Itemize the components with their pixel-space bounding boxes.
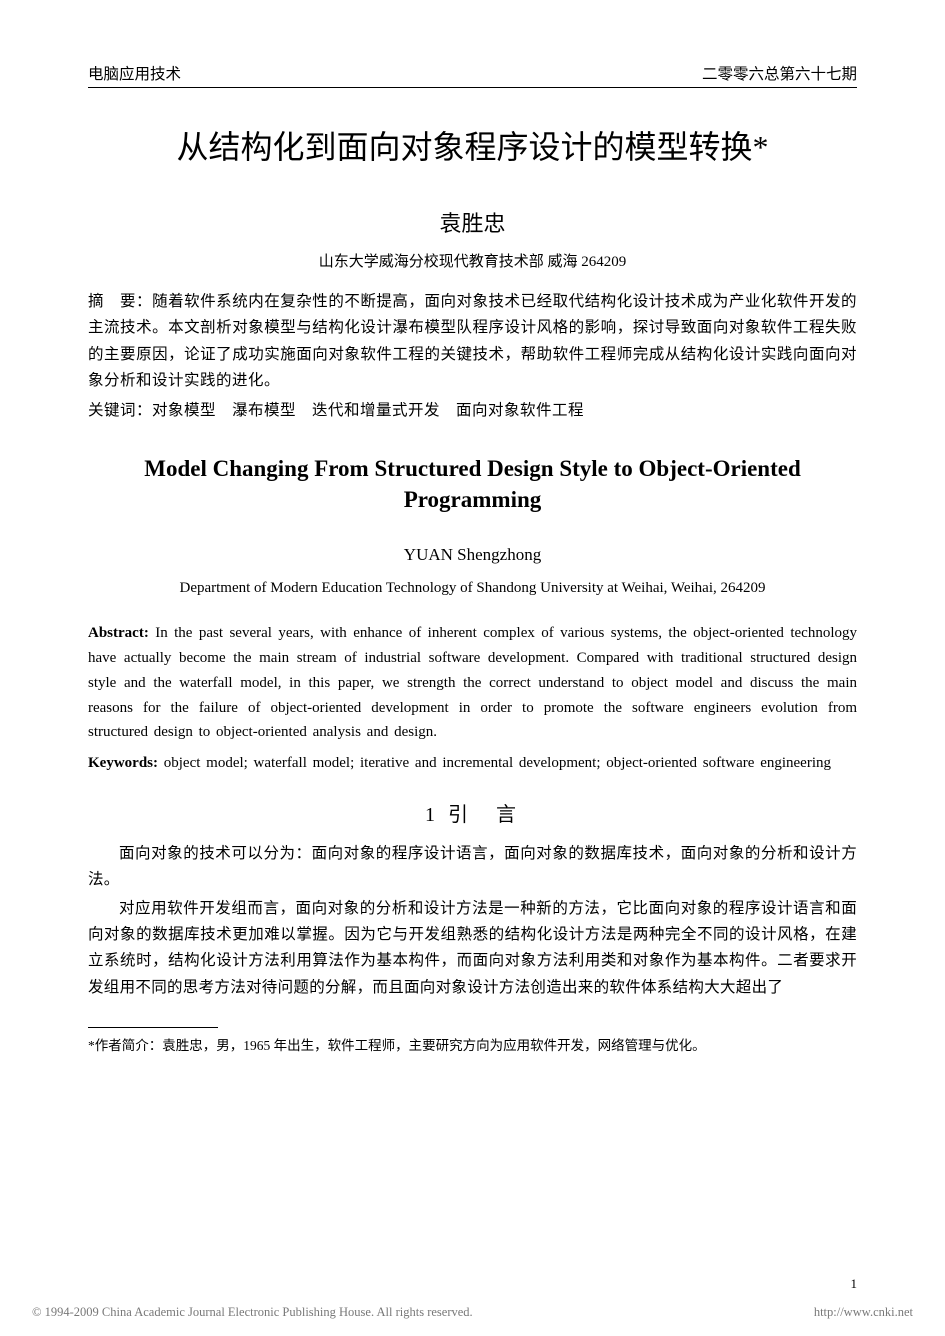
section-1-heading: 1 引 言: [88, 798, 857, 827]
footnote: *作者简介：袁胜忠，男，1965 年出生，软件工程师，主要研究方向为应用软件开发…: [88, 1036, 857, 1056]
author-chinese: 袁胜忠: [88, 206, 857, 238]
body-paragraph-1: 面向对象的技术可以分为：面向对象的程序设计语言，面向对象的数据库技术，面向对象的…: [88, 841, 857, 894]
copyright-url: http://www.cnki.net: [814, 1305, 913, 1320]
title-english: Model Changing From Structured Design St…: [88, 453, 857, 515]
keywords-en-text: object model; waterfall model; iterative…: [158, 755, 831, 771]
abstract-en-text: In the past several years, with enhance …: [88, 625, 857, 740]
keywords-cn-text: 对象模型 瀑布模型 迭代和增量式开发 面向对象软件工程: [152, 402, 584, 419]
page-header: 电脑应用技术 二零零六总第六十七期: [88, 62, 857, 88]
copyright-text: © 1994-2009 China Academic Journal Elect…: [32, 1305, 473, 1320]
page-number: 1: [851, 1276, 858, 1292]
keywords-cn-label: 关键词：: [88, 402, 152, 419]
affiliation-chinese: 山东大学威海分校现代教育技术部 威海 264209: [88, 250, 857, 271]
abstract-chinese: 摘 要：随着软件系统内在复杂性的不断提高，面向对象技术已经取代结构化设计技术成为…: [88, 289, 857, 394]
keywords-english: Keywords: object model; waterfall model;…: [88, 751, 857, 776]
author-english: YUAN Shengzhong: [88, 545, 857, 565]
abstract-cn-text: 随着软件系统内在复杂性的不断提高，面向对象技术已经取代结构化设计技术成为产业化软…: [88, 293, 857, 389]
keywords-chinese: 关键词：对象模型 瀑布模型 迭代和增量式开发 面向对象软件工程: [88, 398, 857, 424]
title-chinese: 从结构化到面向对象程序设计的模型转换*: [88, 122, 857, 168]
footnote-separator: [88, 1027, 218, 1028]
affiliation-english: Department of Modern Education Technolog…: [88, 577, 857, 600]
header-right: 二零零六总第六十七期: [702, 62, 857, 84]
abstract-cn-label: 摘 要：: [88, 293, 152, 310]
body-paragraph-2: 对应用软件开发组而言，面向对象的分析和设计方法是一种新的方法，它比面向对象的程序…: [88, 896, 857, 1001]
abstract-english: Abstract: In the past several years, wit…: [88, 621, 857, 745]
footnote-label: *作者简介：: [88, 1038, 162, 1053]
keywords-en-label: Keywords:: [88, 755, 158, 771]
copyright-footer: © 1994-2009 China Academic Journal Elect…: [32, 1305, 913, 1320]
footnote-text: 袁胜忠，男，1965 年出生，软件工程师，主要研究方向为应用软件开发，网络管理与…: [162, 1038, 705, 1053]
abstract-en-label: Abstract:: [88, 625, 149, 641]
header-left: 电脑应用技术: [88, 62, 181, 84]
